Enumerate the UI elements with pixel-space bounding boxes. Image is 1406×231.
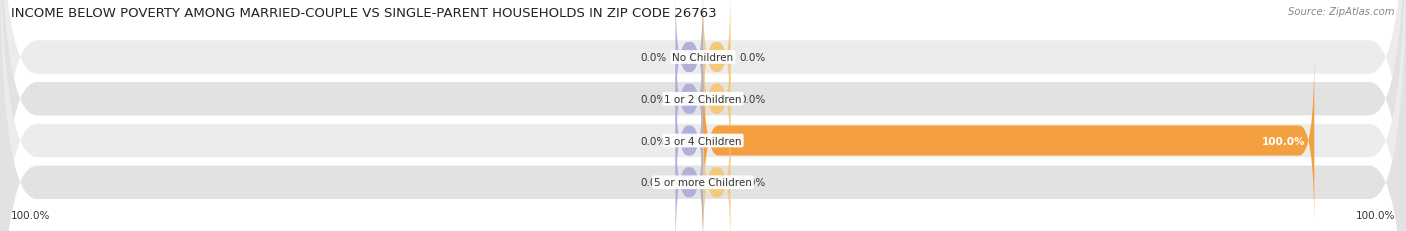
FancyBboxPatch shape bbox=[675, 73, 703, 209]
Text: 0.0%: 0.0% bbox=[740, 53, 766, 63]
FancyBboxPatch shape bbox=[703, 0, 731, 126]
FancyBboxPatch shape bbox=[675, 31, 703, 167]
Text: 0.0%: 0.0% bbox=[740, 177, 766, 188]
FancyBboxPatch shape bbox=[703, 52, 1315, 230]
Text: 0.0%: 0.0% bbox=[740, 94, 766, 104]
Text: 100.0%: 100.0% bbox=[11, 210, 51, 220]
Text: 1 or 2 Children: 1 or 2 Children bbox=[664, 94, 742, 104]
FancyBboxPatch shape bbox=[675, 114, 703, 231]
Text: 0.0%: 0.0% bbox=[640, 136, 666, 146]
Text: 100.0%: 100.0% bbox=[1355, 210, 1395, 220]
Text: INCOME BELOW POVERTY AMONG MARRIED-COUPLE VS SINGLE-PARENT HOUSEHOLDS IN ZIP COD: INCOME BELOW POVERTY AMONG MARRIED-COUPL… bbox=[11, 7, 717, 20]
Text: 0.0%: 0.0% bbox=[640, 94, 666, 104]
Text: 0.0%: 0.0% bbox=[640, 177, 666, 188]
Text: 3 or 4 Children: 3 or 4 Children bbox=[664, 136, 742, 146]
Text: 5 or more Children: 5 or more Children bbox=[654, 177, 752, 188]
FancyBboxPatch shape bbox=[703, 31, 731, 167]
FancyBboxPatch shape bbox=[675, 0, 703, 126]
Text: 100.0%: 100.0% bbox=[1261, 136, 1305, 146]
Text: 0.0%: 0.0% bbox=[640, 53, 666, 63]
FancyBboxPatch shape bbox=[703, 114, 731, 231]
Text: Source: ZipAtlas.com: Source: ZipAtlas.com bbox=[1288, 7, 1395, 17]
Text: No Children: No Children bbox=[672, 53, 734, 63]
